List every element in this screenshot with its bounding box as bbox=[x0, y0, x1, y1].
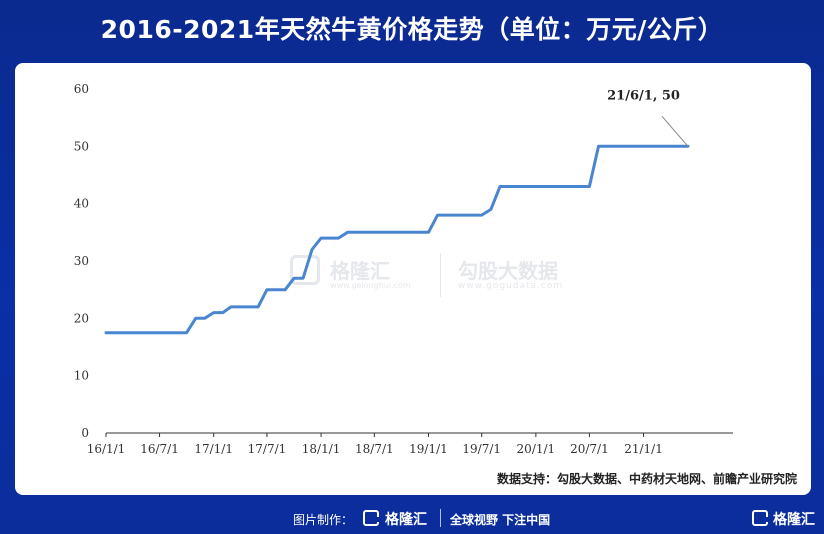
chart-card: 格隆汇 www.gelonghui.com 勾股大数据 www.gogudata… bbox=[15, 63, 811, 495]
watermark: 格隆汇 www.gelonghui.com 勾股大数据 www.gogudata… bbox=[290, 253, 590, 303]
gelonghui-logo-icon-right bbox=[752, 510, 768, 526]
line-chart: 0 10 20 30 40 50 60 16/1/1 16/7/1 17/1/1 17/7/1 18/… bbox=[74, 82, 733, 456]
footer-slogan: 全球视野 下注中国 bbox=[450, 513, 551, 527]
x-tick-label: 16/7/1 bbox=[140, 442, 179, 456]
x-tick-label: 16/1/1 bbox=[87, 442, 126, 456]
y-tick-label: 50 bbox=[74, 139, 89, 153]
annotation-leader-line bbox=[661, 116, 689, 147]
footer-brand: 格隆汇 bbox=[385, 512, 427, 528]
x-tick-label: 20/1/1 bbox=[517, 442, 556, 456]
y-tick-label: 30 bbox=[74, 254, 89, 268]
data-source: 数据支持：勾股大数据、中药材天地网、前瞻产业研究院 bbox=[496, 472, 797, 486]
y-tick-label: 10 bbox=[74, 369, 89, 383]
watermark-url-left: www.gelonghui.com bbox=[330, 281, 411, 290]
watermark-logo-icon bbox=[290, 255, 320, 285]
x-tick-label: 18/7/1 bbox=[355, 442, 394, 456]
made-by-label: 图片制作： bbox=[293, 513, 354, 527]
watermark-name-right: 勾股大数据 bbox=[458, 259, 558, 283]
x-tick-label: 18/1/1 bbox=[302, 442, 341, 456]
x-tick-label: 20/7/1 bbox=[570, 442, 609, 456]
footer: 图片制作： 格隆汇 全球视野 下注中国 格隆汇 bbox=[0, 505, 824, 531]
watermark-url-right: www.gogudata.com bbox=[458, 281, 564, 291]
x-tick-label: 19/1/1 bbox=[409, 442, 448, 456]
x-tick-label: 17/7/1 bbox=[248, 442, 287, 456]
annotation-label: 21/6/1, 50 bbox=[607, 88, 680, 103]
y-tick-label: 0 bbox=[81, 426, 89, 440]
y-tick-label: 40 bbox=[74, 197, 89, 211]
footer-brand-right: 格隆汇 bbox=[773, 512, 815, 528]
gelonghui-logo-icon bbox=[363, 510, 379, 526]
watermark-divider bbox=[440, 253, 441, 297]
x-tick-label: 19/7/1 bbox=[462, 442, 501, 456]
x-tick-label: 21/1/1 bbox=[624, 442, 663, 456]
price-series-line bbox=[104, 144, 690, 335]
watermark-name-left: 格隆汇 bbox=[330, 259, 390, 283]
y-tick-label: 20 bbox=[74, 311, 89, 325]
x-tick-label: 17/1/1 bbox=[194, 442, 233, 456]
chart-title: 2016-2021年天然牛黄价格走势（单位：万元/公斤） bbox=[100, 15, 724, 44]
footer-divider bbox=[440, 509, 441, 527]
y-tick-label: 60 bbox=[74, 82, 89, 96]
